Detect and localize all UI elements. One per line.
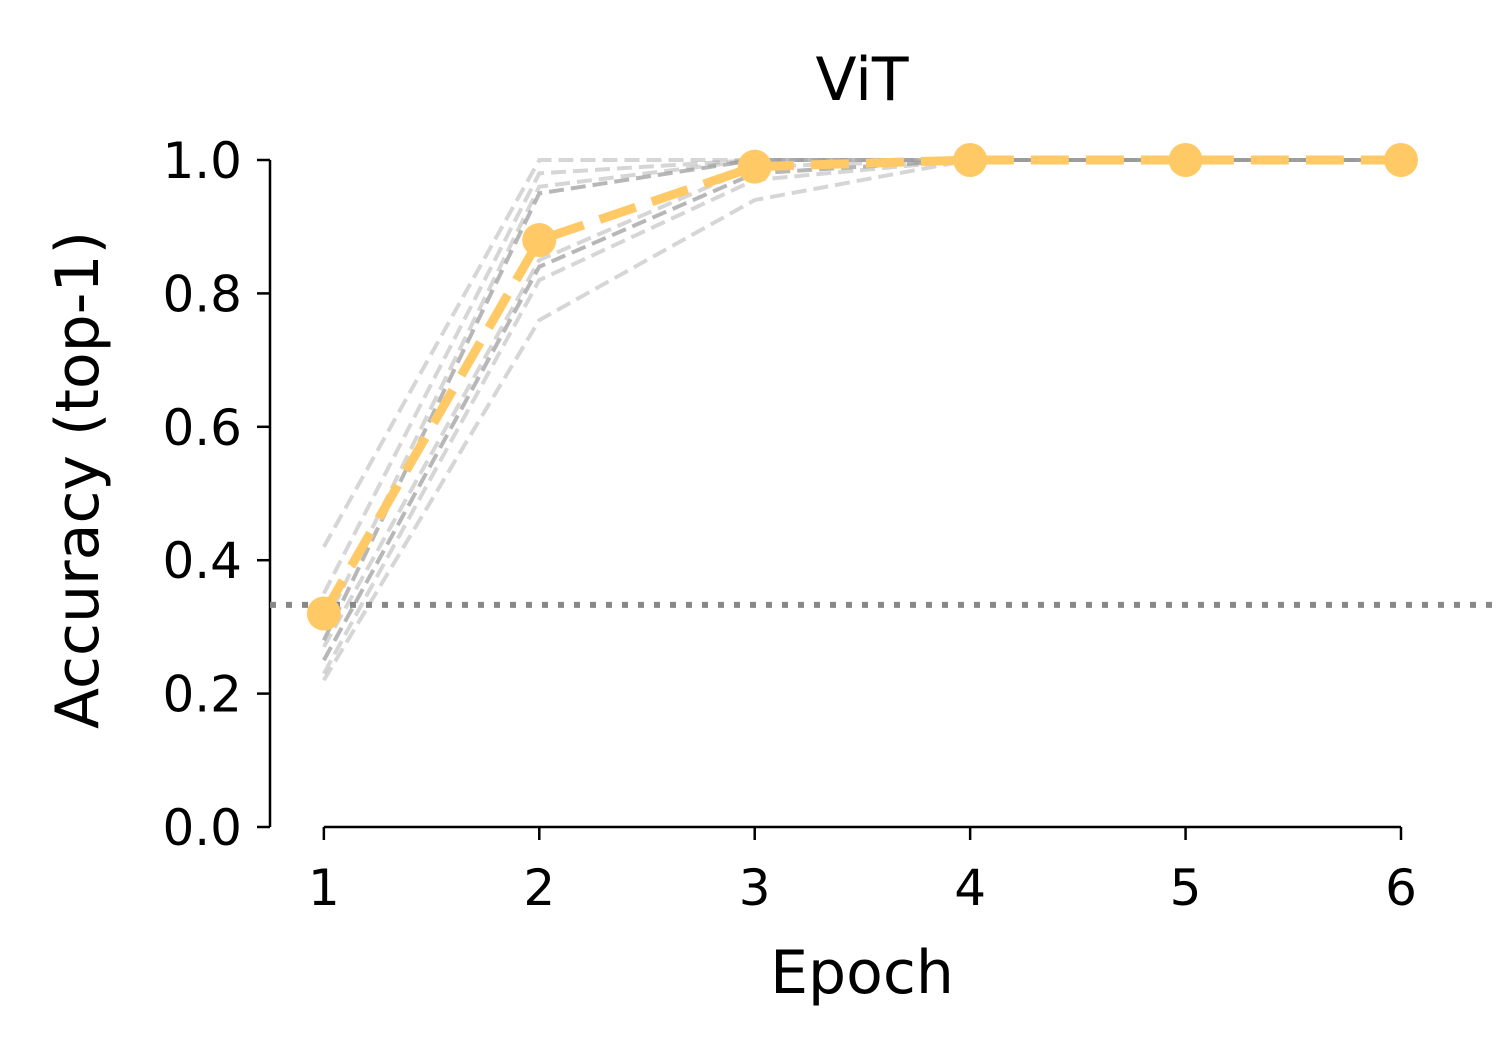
highlight-series-line <box>319 155 1401 616</box>
y-tick-label: 0.0 <box>162 799 242 857</box>
y-tick-label: 0.2 <box>162 666 242 724</box>
highlight-series-point <box>1168 143 1203 177</box>
highlight-series-point <box>737 149 772 184</box>
background-series-line <box>322 158 1401 642</box>
y-tick-label: 0.8 <box>162 265 242 323</box>
x-tick-label: 5 <box>1170 859 1202 917</box>
background-series-line <box>322 158 1401 675</box>
x-tick-label: 2 <box>523 859 555 917</box>
x-tick-label: 1 <box>308 859 340 917</box>
y-axis-title: Accuracy (top-1) <box>43 231 113 729</box>
x-axis-title: Epoch <box>770 938 954 1008</box>
background-series-line <box>322 158 1401 628</box>
y-tick-label: 0.6 <box>162 399 242 457</box>
highlight-series-point <box>953 143 988 177</box>
highlight-series-point <box>522 223 557 258</box>
plot-area: 0.0 0.2 0.4 0.6 0.8 1.0 1 2 3 4 5 6 <box>162 132 1500 917</box>
y-tick-label: 1.0 <box>162 132 242 190</box>
x-tick-label: 4 <box>954 859 986 917</box>
background-series-line <box>322 158 1401 648</box>
y-tick-label: 0.4 <box>162 532 242 590</box>
highlight-series-point <box>306 596 341 631</box>
chart-title: ViT <box>815 45 908 115</box>
highlight-series-point <box>1384 143 1418 177</box>
x-tick-label: 6 <box>1385 859 1417 917</box>
x-tick-label: 3 <box>739 859 771 917</box>
